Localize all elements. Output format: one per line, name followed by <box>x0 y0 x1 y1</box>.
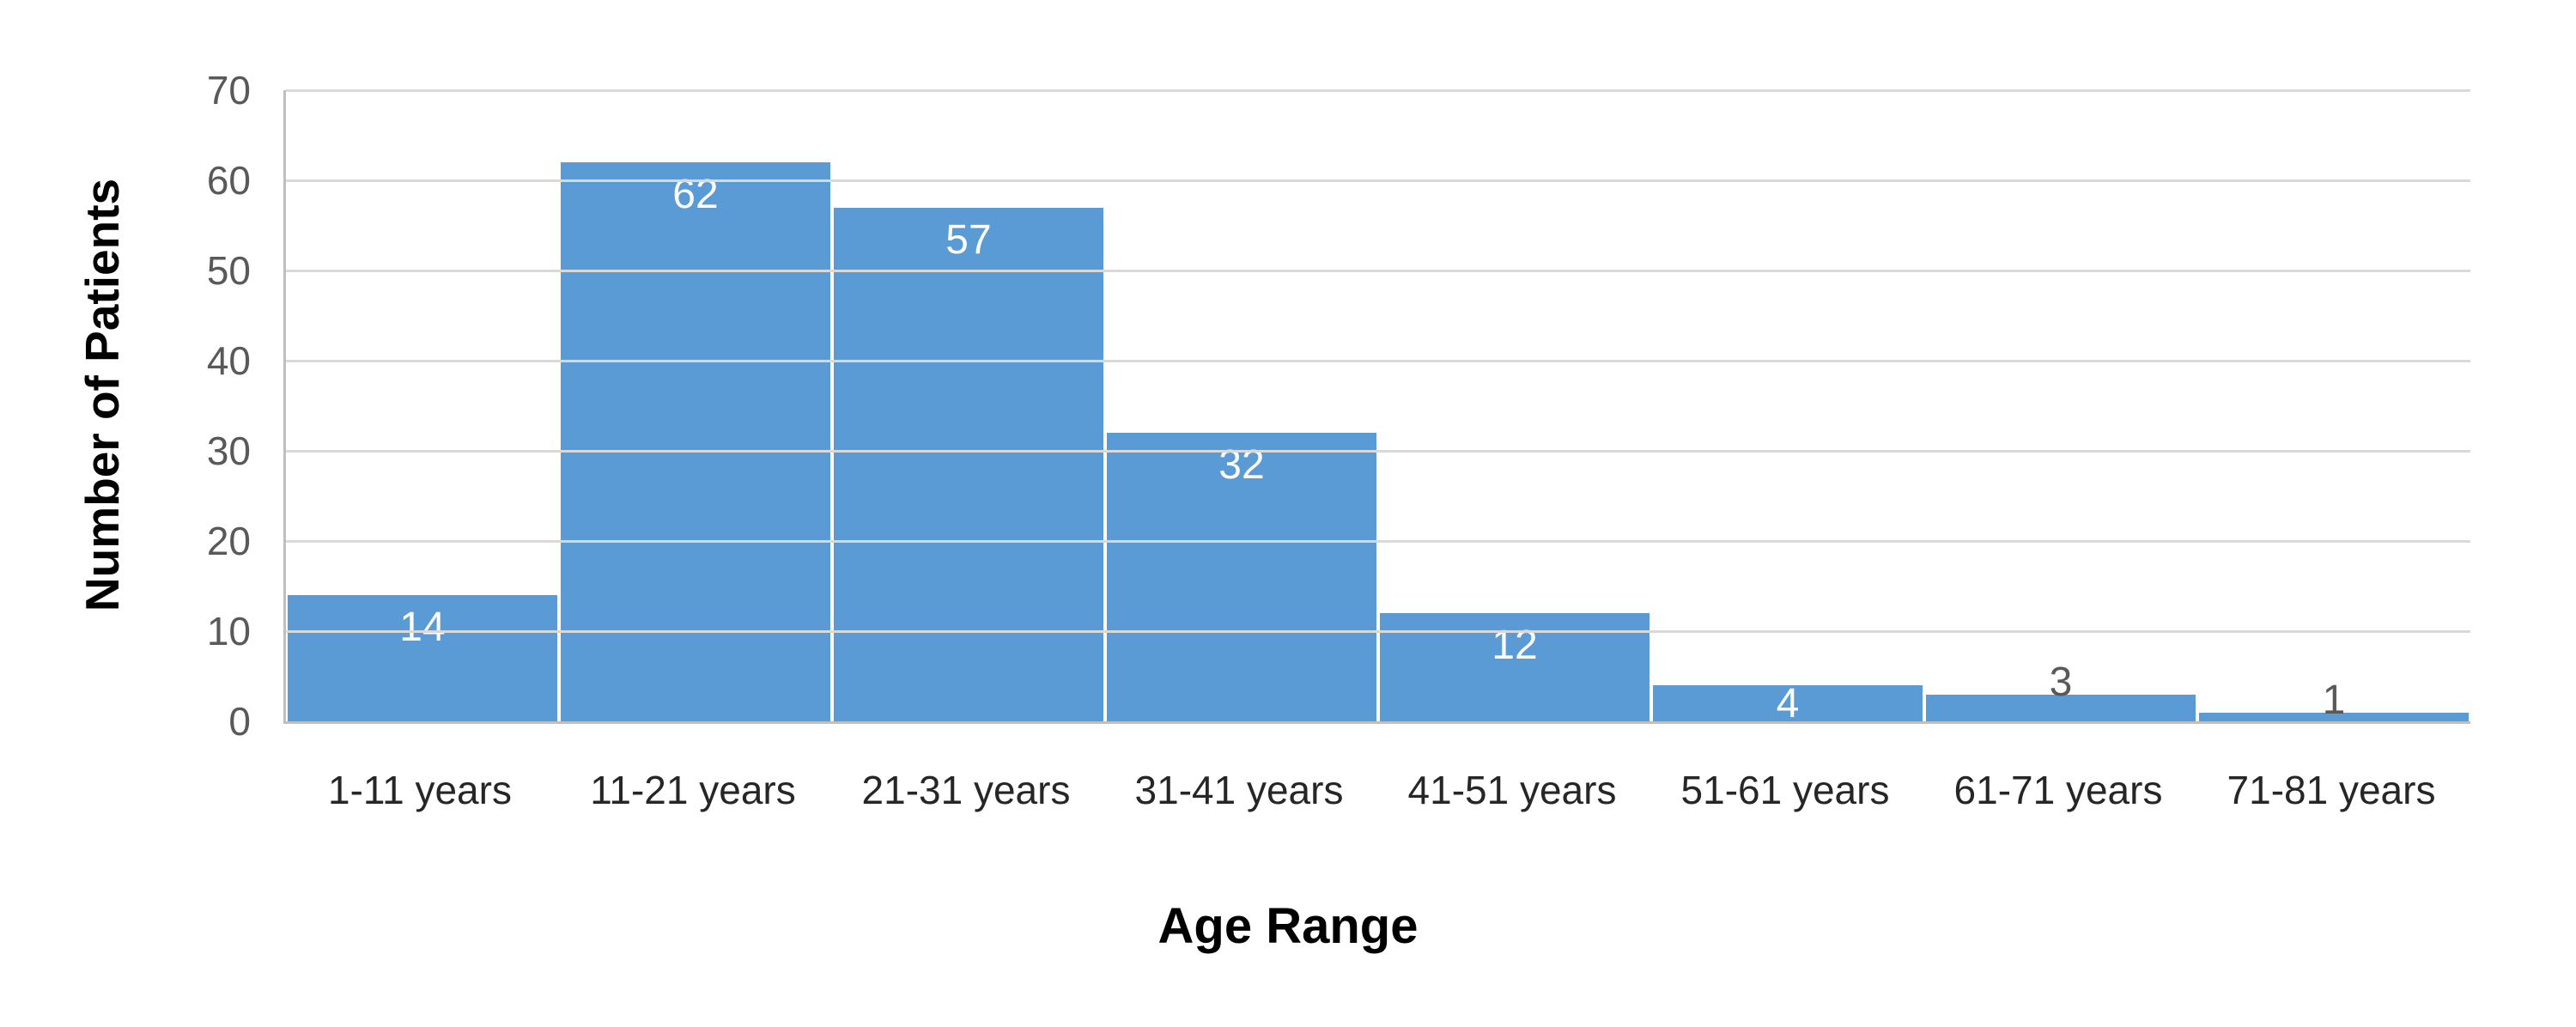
category-label: 51-61 years <box>1680 768 1890 812</box>
bar: 57 <box>834 207 1103 721</box>
category-label: 21-31 years <box>861 768 1071 812</box>
y-tick-label: 60 <box>206 158 251 203</box>
category-cell: 14 <box>286 90 559 721</box>
category-cell: 1 <box>2197 90 2470 723</box>
x-axis-title: Age Range <box>1157 898 1419 954</box>
y-tick-label: 50 <box>206 248 251 293</box>
gridline <box>286 360 2470 362</box>
category-label: 31-41 years <box>1134 768 1344 812</box>
x-axis-labels: 1-11 years 11-21 years 21-31 years 31-41 ye… <box>283 764 2468 816</box>
bar-value-label: 4 <box>1776 680 1800 726</box>
category-cell: 62 <box>559 90 832 721</box>
category-cell: 3 <box>1924 90 2197 721</box>
bar: 32 <box>1107 433 1376 721</box>
gridline <box>286 89 2470 92</box>
y-tick-label: 30 <box>206 428 251 473</box>
bar-value-label: 14 <box>399 605 446 650</box>
gridline <box>286 179 2470 182</box>
category-cell: 57 <box>832 90 1105 721</box>
bar <box>1926 694 2196 721</box>
category-label: 41-51 years <box>1407 768 1617 812</box>
bar: 14 <box>288 595 557 721</box>
y-tick-label: 10 <box>206 609 251 653</box>
bar-value-label: 32 <box>1218 442 1265 488</box>
bar: 62 <box>561 162 830 721</box>
bar: 4 <box>1653 680 1923 726</box>
bar: 12 <box>1380 613 1649 721</box>
category-label: 71-81 years <box>2227 768 2436 812</box>
category-label: 1-11 years <box>328 768 512 812</box>
gridline <box>286 450 2470 453</box>
bar-value-label: 62 <box>672 172 719 217</box>
category-cell: 12 <box>1378 90 1651 721</box>
bar-value-label: 12 <box>1492 623 1538 668</box>
category-label: 61-71 years <box>1953 768 2163 812</box>
bar <box>2199 712 2469 721</box>
category-cell: 4 <box>1651 90 1924 726</box>
gridline <box>286 270 2470 272</box>
bar-value-label: 1 <box>2322 677 2346 723</box>
gridline <box>286 630 2470 633</box>
y-tick-label: 40 <box>206 338 251 383</box>
y-tick-label: 0 <box>228 699 251 744</box>
y-tick-label: 20 <box>206 519 251 563</box>
bar-value-label: 57 <box>945 216 992 263</box>
category-label: 11-21 years <box>590 768 796 812</box>
y-axis-ticks: 0 10 20 30 40 50 60 70 <box>0 70 251 741</box>
gridline <box>286 540 2470 543</box>
y-tick-label: 70 <box>206 68 251 112</box>
category-cell: 32 <box>1105 90 1378 721</box>
plot-area: 14 62 57 32 12 4 3 1 <box>283 89 2470 726</box>
bars-container: 14 62 57 32 12 4 3 1 <box>286 90 2470 726</box>
bar-value-label: 3 <box>2049 659 2073 705</box>
